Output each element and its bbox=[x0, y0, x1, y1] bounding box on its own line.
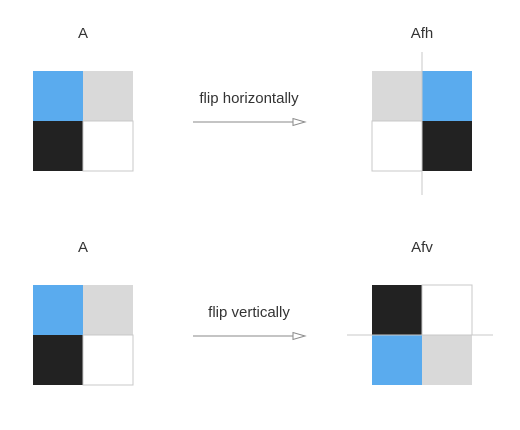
top-source-cell-1 bbox=[83, 71, 133, 121]
bottom-source-cell-0 bbox=[33, 285, 83, 335]
top-operation-label: flip horizontally bbox=[199, 90, 299, 107]
bottom-result-cell-2 bbox=[372, 335, 422, 385]
bottom-result-cell-1 bbox=[421, 284, 473, 336]
bottom-result-label: Afv bbox=[411, 239, 433, 256]
top-result-matrix bbox=[371, 71, 472, 172]
bottom-source-matrix bbox=[33, 285, 134, 386]
top-source-cell-3 bbox=[82, 120, 134, 172]
bottom-source-label: A bbox=[78, 239, 88, 256]
bottom-source-cell-3 bbox=[82, 334, 134, 386]
bottom-result-cell-3 bbox=[422, 335, 472, 385]
bottom-arrow bbox=[193, 331, 307, 341]
top-source-cell-2 bbox=[33, 121, 83, 171]
top-result-cell-3 bbox=[422, 121, 472, 171]
top-arrow bbox=[193, 117, 307, 127]
top-result-cell-1 bbox=[422, 71, 472, 121]
bottom-operation-label: flip vertically bbox=[208, 304, 290, 321]
top-result-cell-2 bbox=[371, 120, 423, 172]
bottom-source-cell-1 bbox=[83, 285, 133, 335]
top-result-cell-0 bbox=[372, 71, 422, 121]
bottom-source-cell-2 bbox=[33, 335, 83, 385]
top-result-label: Afh bbox=[411, 25, 434, 42]
bottom-result-matrix bbox=[372, 284, 473, 385]
top-source-matrix bbox=[33, 71, 134, 172]
top-source-cell-0 bbox=[33, 71, 83, 121]
top-source-label: A bbox=[78, 25, 88, 42]
bottom-result-cell-0 bbox=[372, 285, 422, 335]
